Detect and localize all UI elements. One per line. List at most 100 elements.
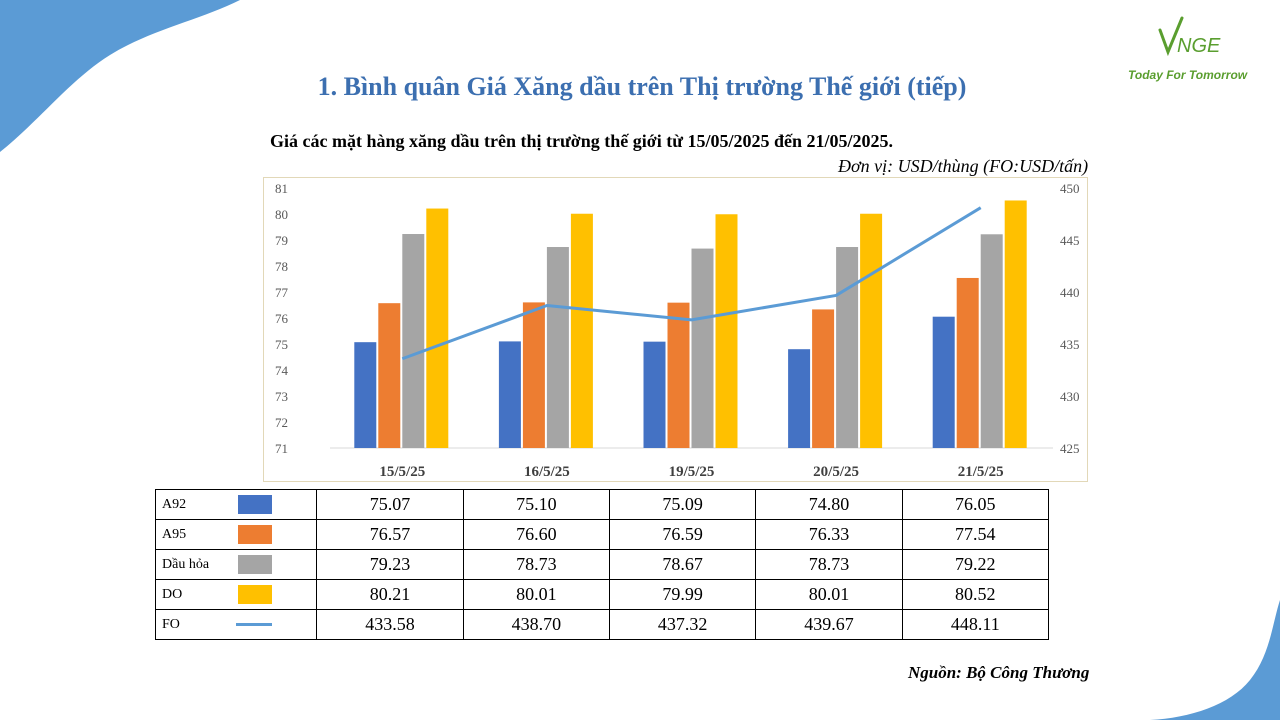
bar-a95 — [956, 277, 979, 448]
value-cell: 448.11 — [901, 609, 1050, 640]
value-cell: 76.60 — [462, 519, 610, 550]
value-cell: 79.23 — [316, 549, 464, 580]
x-tick-label: 16/5/25 — [524, 464, 570, 480]
table-row: Dầu hỏa 79.23 78.73 78.67 78.73 79.22 — [154, 549, 1050, 580]
bar-a92 — [643, 341, 666, 448]
bar-a95 — [522, 302, 545, 448]
value-cell: 437.32 — [608, 609, 757, 640]
legend-color-swatch — [238, 495, 273, 514]
value-cell: 76.05 — [901, 489, 1050, 520]
row-label-cell: A95 — [154, 519, 318, 550]
bar-do — [715, 214, 738, 448]
value-cell: 80.01 — [462, 579, 610, 610]
row-label-cell: FO — [154, 609, 318, 640]
value-cell: 439.67 — [755, 609, 903, 640]
value-cell: 76.33 — [755, 519, 903, 550]
table-row: A95 76.57 76.60 76.59 76.33 77.54 — [154, 519, 1050, 550]
bar-dau-hoa — [980, 234, 1003, 448]
y-right-tick-label: 445 — [1060, 233, 1080, 248]
value-cell: 78.73 — [462, 549, 610, 580]
legend-color-swatch — [238, 585, 273, 604]
value-cell: 79.99 — [608, 579, 757, 610]
value-cell: 74.80 — [755, 489, 903, 520]
bar-a95 — [667, 302, 690, 448]
row-label: A92 — [162, 496, 187, 512]
y-right-tick-label: 425 — [1060, 441, 1080, 456]
corner-decoration-top-left — [0, 0, 240, 152]
bar-a92 — [354, 342, 377, 448]
value-cell: 75.09 — [608, 489, 757, 520]
legend-line-swatch — [236, 623, 273, 626]
bar-do — [860, 213, 883, 448]
bar-do — [570, 213, 593, 448]
legend-color-swatch — [238, 525, 273, 544]
bar-do — [1004, 200, 1027, 448]
legend-color-swatch — [238, 555, 273, 574]
value-cell: 433.58 — [316, 609, 464, 640]
x-tick-label: 15/5/25 — [379, 464, 425, 480]
bar-a92 — [932, 316, 955, 448]
svg-text:NGE: NGE — [1177, 35, 1221, 57]
x-tick-label: 20/5/25 — [813, 464, 859, 480]
vnge-logo: NGE — [1158, 16, 1221, 57]
y-left-tick-label: 81 — [275, 181, 288, 196]
y-left-tick-label: 78 — [275, 259, 288, 274]
y-left-tick-label: 79 — [275, 233, 288, 248]
row-label-cell: DO — [154, 579, 318, 610]
bar-dau-hoa — [691, 248, 714, 448]
y-left-tick-label: 80 — [275, 207, 288, 222]
bar-dau-hoa — [546, 247, 569, 448]
y-right-tick-label: 430 — [1060, 389, 1080, 404]
x-tick-label: 19/5/25 — [669, 464, 715, 480]
value-cell: 76.59 — [608, 519, 757, 550]
value-cell: 75.07 — [316, 489, 464, 520]
y-right-tick-label: 440 — [1060, 285, 1080, 300]
x-tick-label: 21/5/25 — [958, 464, 1004, 480]
logo-tagline: Today For Tomorrow — [1128, 68, 1248, 82]
y-left-tick-label: 73 — [275, 389, 288, 404]
row-label: A95 — [162, 526, 187, 542]
chart-frame — [263, 177, 1088, 482]
y-left-tick-label: 75 — [275, 337, 288, 352]
value-cell: 78.73 — [755, 549, 903, 580]
row-label-cell: Dầu hỏa — [154, 549, 318, 580]
y-left-tick-label: 77 — [275, 285, 289, 300]
bar-a92 — [498, 341, 521, 448]
value-cell: 80.21 — [316, 579, 464, 610]
y-left-tick-label: 76 — [275, 311, 289, 326]
value-cell: 75.10 — [462, 489, 610, 520]
value-cell: 77.54 — [901, 519, 1050, 550]
chart-title: Giá các mặt hàng xăng dầu trên thị trườn… — [270, 131, 894, 151]
value-cell: 78.67 — [608, 549, 757, 580]
row-label: DO — [162, 586, 183, 602]
row-label: FO — [162, 616, 180, 632]
table-row: DO 80.21 80.01 79.99 80.01 80.52 — [154, 579, 1050, 610]
corner-decoration-bottom-right — [1150, 600, 1280, 720]
value-cell: 79.22 — [901, 549, 1050, 580]
value-cell: 80.01 — [755, 579, 903, 610]
price-chart: 71 72 73 74 75 76 77 78 79 80 81 425 430 435 440 445 450… — [275, 181, 1080, 480]
data-table: A92 75.07 75.10 75.09 74.80 76.05 A95 76.57 76.6… — [154, 489, 1050, 640]
row-label: Dầu hỏa — [162, 556, 210, 572]
bar-a95 — [812, 309, 835, 448]
value-cell: 76.57 — [316, 519, 464, 550]
value-cell: 438.70 — [462, 609, 610, 640]
bar-a92 — [788, 349, 811, 448]
y-right-tick-label: 450 — [1060, 181, 1080, 196]
page-title: 1. Bình quân Giá Xăng dầu trên Thị trườn… — [317, 72, 967, 101]
source-note: Nguồn: Bộ Công Thương — [908, 663, 1090, 682]
chart-unit: Đơn vị: USD/thùng (FO:USD/tấn) — [838, 156, 1089, 176]
fo-series-line — [401, 206, 982, 361]
y-left-tick-label: 71 — [275, 441, 288, 456]
bar-dau-hoa — [836, 247, 859, 448]
table-row: FO 433.58 438.70 437.32 439.67 448.11 — [154, 609, 1050, 640]
bar-a95 — [378, 303, 401, 448]
table-row: A92 75.07 75.10 75.09 74.80 76.05 — [154, 489, 1050, 520]
y-right-tick-label: 435 — [1060, 337, 1080, 352]
y-left-tick-label: 74 — [275, 363, 289, 378]
row-label-cell: A92 — [154, 489, 318, 520]
bar-dau-hoa — [402, 234, 425, 448]
y-left-tick-label: 72 — [275, 415, 288, 430]
bar-do — [426, 208, 449, 448]
value-cell: 80.52 — [901, 579, 1050, 610]
